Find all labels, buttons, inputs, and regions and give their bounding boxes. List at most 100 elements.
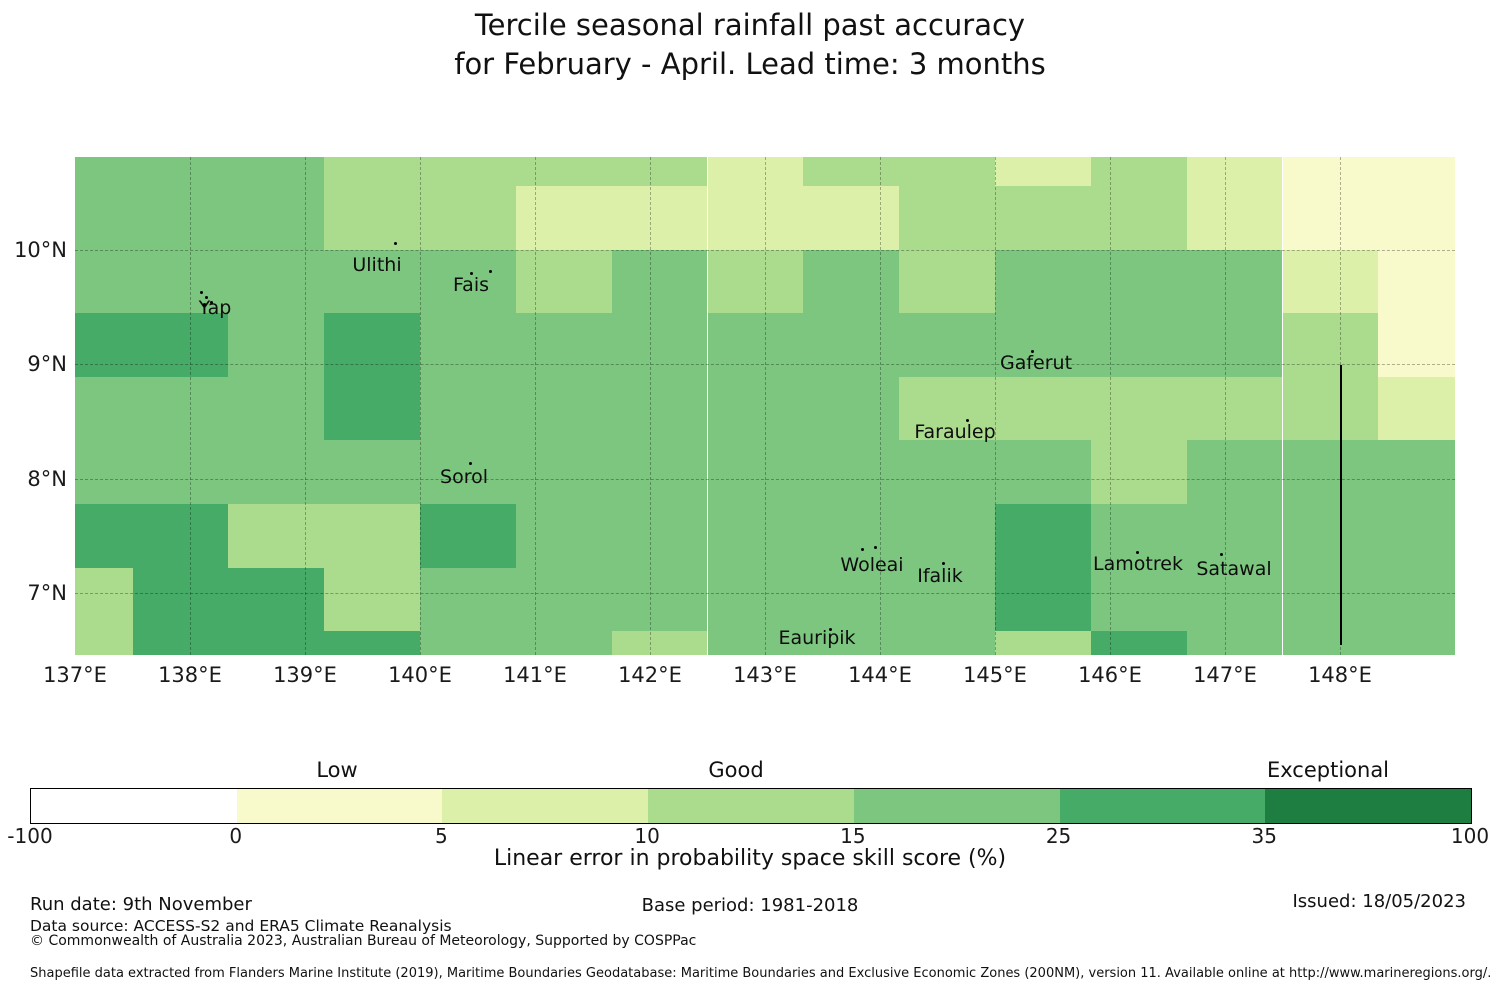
colorbar-segment [1265, 789, 1472, 823]
grid-cell [1282, 157, 1379, 186]
grid-cell [75, 313, 133, 377]
island-dot [489, 270, 492, 273]
grid-cell [1282, 313, 1379, 377]
grid-cell [1090, 631, 1187, 656]
grid-cell [1186, 631, 1283, 656]
grid-cell [803, 249, 900, 314]
island-dot [874, 546, 877, 549]
grid-cell [228, 313, 325, 377]
grid-cell [899, 567, 995, 632]
grid-cell [515, 440, 612, 504]
x-axis-tick-label: 140°E [388, 663, 452, 687]
grid-cell [420, 631, 516, 656]
colorbar-tick-label: 0 [229, 824, 243, 848]
grid-cell [803, 503, 900, 568]
grid-cell [324, 157, 420, 186]
island-label: Yap [198, 297, 232, 319]
data-source-text: Data source: ACCESS-S2 and ERA5 Climate … [30, 917, 452, 935]
island-dot [942, 562, 945, 565]
grid-cell [515, 376, 612, 441]
grid-cell [75, 157, 133, 186]
colorbar-tick-label: -100 [7, 824, 53, 848]
grid-cell [324, 440, 420, 504]
island-dot [394, 242, 397, 245]
grid-cell [1186, 157, 1283, 186]
x-axis-tick-label: 141°E [503, 663, 567, 687]
colorbar-segment [853, 789, 1060, 823]
grid-cell [324, 313, 420, 377]
chart-title-line1: Tercile seasonal rainfall past accuracy [474, 8, 1026, 42]
grid-cell [1282, 503, 1379, 568]
grid-cell [803, 313, 900, 377]
grid-cell [1378, 376, 1455, 441]
grid-cell [515, 185, 612, 250]
grid-cell [1090, 503, 1187, 568]
graticule-parallel [75, 249, 1455, 251]
grid-cell [324, 249, 420, 314]
graticule-meridian [190, 157, 191, 655]
x-axis-tick-label: 148°E [1308, 663, 1372, 687]
grid-cell [1282, 440, 1379, 504]
grid-cell [324, 631, 420, 656]
island-dot [203, 303, 206, 306]
island-label: Ulithi [352, 254, 402, 276]
grid-cell [420, 567, 516, 632]
colorbar-tick-label: 5 [435, 824, 448, 848]
skill-score-map: 137°E 138°E 139°E 140°E 141°E 142°E 143°E 144°E… [14, 157, 1455, 687]
island-label: Woleai [840, 554, 904, 576]
island-dot [470, 272, 473, 275]
y-axis-tick-label: 8°N [27, 466, 67, 491]
grid-cell [1090, 249, 1187, 314]
grid-cell [995, 185, 1091, 250]
grid-cell [132, 440, 229, 504]
grid-cell [228, 249, 325, 314]
colorbar-tick-label: 10 [634, 824, 660, 848]
grid-cell [707, 631, 804, 656]
grid-cell [132, 185, 229, 250]
grid-cell [515, 157, 612, 186]
grid-cell [132, 631, 229, 656]
grid-cell [611, 631, 708, 656]
island-label: Eauripik [778, 627, 856, 649]
grid-cell [611, 440, 708, 504]
grid-cell [899, 631, 995, 656]
grid-cell [995, 503, 1091, 568]
grid-cell [995, 376, 1091, 441]
graticule-meridian [1225, 157, 1226, 655]
island-label: Fais [452, 274, 490, 296]
grid-cell [1186, 376, 1283, 441]
grid-cell [75, 503, 133, 568]
grid-cell [515, 249, 612, 314]
grid-cell [1186, 567, 1283, 632]
grid-cell [228, 376, 325, 441]
grid-cell [420, 376, 516, 441]
grid-cell [707, 376, 804, 441]
island-dot [829, 628, 832, 631]
x-axis-tick-label: 145°E [963, 663, 1027, 687]
grid-cell [228, 503, 325, 568]
grid-cell [132, 376, 229, 441]
grid-cell [995, 249, 1091, 314]
colorbar-segment [31, 789, 237, 823]
grid-cell [228, 440, 325, 504]
island-dot [966, 419, 969, 422]
grid-cell [1186, 313, 1283, 377]
copyright-text: © Commonwealth of Australia 2023, Austra… [30, 933, 697, 949]
grid-cell [75, 567, 133, 632]
graticule-parallel [75, 593, 1455, 595]
grid-cell [707, 503, 804, 568]
grid-cell [132, 157, 229, 186]
grid-cell [803, 376, 900, 441]
grid-cell [899, 313, 995, 377]
grid-cell [611, 249, 708, 314]
colorbar-tick-label: 100 [1450, 824, 1490, 848]
grid-cell [515, 313, 612, 377]
grid-cell [132, 567, 229, 632]
grid-cell [324, 376, 420, 441]
grid-cell [995, 631, 1091, 656]
grid-cell [420, 440, 516, 504]
graticule-meridian [880, 157, 881, 655]
graticule-meridian [650, 157, 651, 655]
grid-cell [228, 157, 325, 186]
